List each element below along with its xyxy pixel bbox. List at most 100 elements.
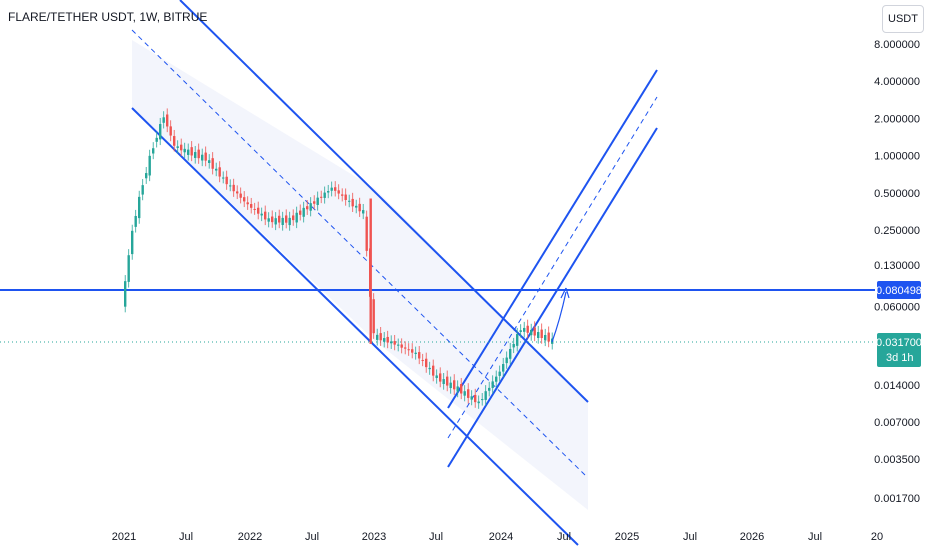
candle-body bbox=[533, 327, 536, 336]
candle-body bbox=[337, 190, 340, 194]
candle-body bbox=[271, 216, 274, 223]
y-axis[interactable]: 8.000000 4.000000 2.000000 1.000000 0.500000… bbox=[874, 39, 920, 505]
candle-body bbox=[372, 299, 375, 334]
candle-body bbox=[516, 334, 519, 346]
x-tick-label: Jul bbox=[557, 531, 571, 543]
descending-channel-midline[interactable] bbox=[131, 29, 586, 476]
candle-body bbox=[176, 146, 179, 148]
candle-body bbox=[519, 330, 522, 332]
candle-body bbox=[432, 365, 435, 376]
candle-body bbox=[222, 177, 225, 179]
ascending-channel-midline[interactable] bbox=[447, 96, 658, 439]
candle-body bbox=[316, 197, 319, 205]
candle-body bbox=[425, 358, 428, 368]
projection-arrowhead bbox=[560, 287, 570, 299]
candle-body bbox=[540, 329, 543, 339]
candle-body bbox=[124, 281, 127, 307]
candle-body bbox=[190, 147, 193, 156]
candle-body bbox=[194, 152, 197, 158]
candle-body bbox=[306, 206, 309, 210]
candle-body bbox=[127, 255, 130, 282]
y-tick-label: 8.000000 bbox=[874, 39, 920, 51]
candle-body bbox=[530, 329, 533, 336]
candle-body bbox=[488, 387, 491, 391]
x-axis[interactable]: 2021 Jul 2022 Jul 2023 Jul 2024 Jul 2025 Jul 2026 J… bbox=[112, 531, 883, 543]
candle-body bbox=[330, 187, 333, 191]
candle-body bbox=[236, 191, 239, 194]
candle-body bbox=[260, 213, 263, 216]
x-tick-label: Jul bbox=[683, 531, 697, 543]
candle-body bbox=[292, 215, 295, 221]
candle-body bbox=[285, 215, 288, 223]
candle-body bbox=[246, 202, 249, 205]
candle-body bbox=[201, 154, 204, 161]
candle-body bbox=[414, 352, 417, 354]
descending-channel-fill bbox=[132, 40, 588, 510]
descending-channel-upper-line[interactable] bbox=[179, 0, 589, 403]
candle-body bbox=[512, 343, 515, 348]
candle-body bbox=[404, 347, 407, 349]
candle-body bbox=[229, 185, 232, 187]
x-tick-label: Jul bbox=[179, 531, 193, 543]
y-tick-label: 0.060000 bbox=[874, 302, 920, 314]
candle-body bbox=[442, 379, 445, 385]
candle-body bbox=[145, 173, 148, 179]
candle-body bbox=[138, 196, 141, 219]
candle-body bbox=[463, 391, 466, 396]
y-tick-label: 0.003500 bbox=[874, 454, 920, 466]
candle-body bbox=[491, 381, 494, 388]
x-tick-label: Jul bbox=[808, 531, 822, 543]
candle-body bbox=[204, 152, 207, 161]
candle-body bbox=[481, 399, 484, 401]
x-tick-label: 2024 bbox=[489, 531, 513, 543]
level-badge bbox=[877, 281, 921, 299]
candle-body bbox=[365, 216, 368, 251]
ascending-channel-lower-line[interactable] bbox=[447, 127, 658, 468]
candle-body bbox=[225, 176, 228, 185]
descending-channel-lower-line[interactable] bbox=[131, 107, 579, 546]
x-tick-label: 2021 bbox=[112, 531, 136, 543]
candle-body bbox=[320, 196, 323, 198]
candle-body bbox=[155, 137, 158, 142]
candle-body bbox=[397, 344, 400, 346]
candle-body bbox=[264, 211, 267, 220]
candle-body bbox=[295, 212, 298, 223]
candle-body bbox=[131, 230, 134, 255]
candle-body bbox=[376, 334, 379, 340]
x-tick-label: Jul bbox=[305, 531, 319, 543]
candle-body bbox=[407, 349, 410, 351]
candle-body bbox=[495, 376, 498, 382]
candle-body bbox=[523, 327, 526, 332]
candle-body bbox=[323, 192, 326, 198]
candle-body bbox=[180, 144, 183, 151]
candle-body bbox=[173, 136, 176, 146]
candle-body bbox=[183, 148, 186, 153]
candle-body bbox=[215, 168, 218, 171]
candle-body bbox=[141, 185, 144, 195]
candle-body bbox=[288, 217, 291, 226]
currency-button[interactable]: USDT bbox=[882, 5, 924, 33]
candle-body bbox=[159, 124, 162, 140]
y-tick-label: 4.000000 bbox=[874, 76, 920, 88]
projection-arrow bbox=[551, 291, 567, 343]
candle-body bbox=[281, 217, 284, 225]
candle-body bbox=[267, 218, 270, 222]
x-tick-label: Jul bbox=[429, 531, 443, 543]
ascending-channel-upper-line[interactable] bbox=[447, 69, 658, 409]
candle-body bbox=[218, 167, 221, 177]
y-tick-label: 0.250000 bbox=[874, 225, 920, 237]
x-tick-label: 20 bbox=[871, 531, 883, 543]
x-tick-label: 2025 bbox=[615, 531, 639, 543]
candle-body bbox=[418, 352, 421, 359]
candle-body bbox=[498, 371, 501, 376]
candle-body bbox=[400, 344, 403, 348]
candle-body bbox=[197, 149, 200, 159]
candle-body bbox=[169, 126, 172, 136]
candle-body bbox=[439, 373, 442, 382]
candle-body bbox=[537, 332, 540, 338]
candle-body bbox=[358, 203, 361, 212]
chart-title: FLARE/TETHER USDT, 1W, BITRUE bbox=[8, 10, 208, 24]
y-tick-label: 2.000000 bbox=[874, 113, 920, 125]
candle-body bbox=[505, 357, 508, 364]
